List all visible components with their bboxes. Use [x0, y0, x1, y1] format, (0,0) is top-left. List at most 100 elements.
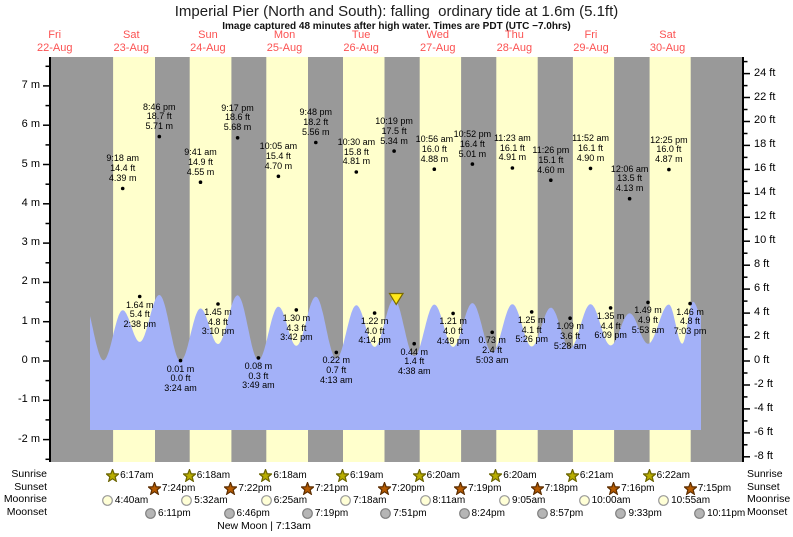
day-date-label: 26-Aug: [343, 42, 379, 54]
current-time-marker-icon: [388, 292, 405, 306]
tide-label-line: 1.25 m: [517, 314, 546, 325]
high-tide-label: 9:17 pm 18.6 ft 5.68 m: [221, 103, 254, 133]
tide-label-line: 9:41 am: [184, 147, 217, 158]
tide-label-line: 10:05 am: [259, 141, 298, 152]
moonset-time-label: 10:11pm: [707, 507, 746, 519]
moonrise-moon-icon: [419, 495, 431, 506]
high-tide-label: 11:26 pm 15.1 ft 4.60 m: [532, 146, 569, 175]
sunrise-star-icon: [182, 469, 196, 482]
left-axis-tick-label: 6 m: [21, 118, 40, 131]
left-axis-tick-label: 2 m: [21, 275, 40, 288]
tide-label-line: 1.4 ft: [404, 356, 425, 367]
moonset-icon-shape: [537, 507, 548, 519]
sunrise-marker: 6:20am: [412, 469, 460, 482]
tide-label-line: 11:23 am: [493, 133, 531, 144]
moonrise-icon-shape: [340, 495, 352, 506]
right-axis-tick-label: -2 ft: [754, 377, 773, 390]
sunrise-time-label: 6:18am: [273, 470, 307, 481]
day-date-label: 27-Aug: [419, 42, 456, 54]
tide-event-dot: [667, 167, 671, 172]
high-tide-label: 10:05 am 15.4 ft 4.70 m: [260, 142, 298, 171]
day-name-label: Fri: [48, 29, 62, 41]
day-name-label: Wed: [426, 29, 449, 41]
high-tide-label: 9:41 am 14.9 ft 4.55 m: [184, 147, 217, 177]
moonrise-icon-shape: [578, 495, 590, 506]
right-axis-tick-label: 8 ft: [754, 258, 770, 271]
moonset-moon-icon: [380, 507, 392, 519]
left-axis-tick-label: 4 m: [21, 196, 40, 209]
tide-label-line: 4.3 ft: [286, 322, 307, 333]
day-date-label: 22-Aug: [36, 42, 73, 54]
moonset-time-label: 8:57pm: [549, 507, 584, 519]
sunrise-icon-shape: [489, 469, 503, 482]
sunrise-marker: 6:18am: [182, 469, 231, 482]
moonset-marker: 7:19pm: [301, 507, 348, 520]
right-axis-tick-label: 6 ft: [754, 282, 770, 295]
tide-label-line: 4.0 ft: [364, 325, 385, 336]
sunrise-time-label: 6:19am: [349, 470, 384, 481]
tide-event-dot: [276, 174, 281, 179]
moonset-time-label: 7:51pm: [393, 507, 427, 519]
tide-label-line: 16.1 ft: [499, 142, 525, 153]
tide-event-dot: [490, 330, 495, 335]
sunrise-marker: 6:18am: [259, 469, 307, 482]
sunset-time-label: 7:21pm: [314, 482, 349, 494]
tide-label-line: 0.7 ft: [326, 365, 347, 376]
tide-event-dot: [451, 311, 455, 316]
low-tide-label: 1.45 m 4.8 ft 3:10 pm: [201, 307, 235, 337]
low-tide-label: 1.49 m 4.9 ft 5:53 am: [632, 306, 665, 335]
tide-event-dot: [588, 166, 593, 171]
moonset-moon-icon: [615, 507, 627, 519]
moonset-icon-shape: [145, 507, 156, 519]
moonrise-icon-shape: [101, 495, 113, 506]
moonrise-moon-icon: [499, 495, 510, 506]
sunrise-time-label: 6:18am: [196, 470, 231, 481]
sunset-icon-shape: [607, 481, 621, 495]
tide-label-line: 4:38 am: [397, 366, 431, 377]
right-axis-tick-label: 20 ft: [754, 114, 776, 127]
sunset-marker: 7:24pm: [147, 481, 195, 495]
tide-label-line: 4.87 m: [655, 154, 683, 164]
tide-label-line: 7:03 pm: [673, 326, 707, 337]
moonrise-time-label: 8:11am: [432, 495, 466, 506]
tide-label-line: 2:38 pm: [123, 318, 156, 329]
sunrise-star-icon: [335, 469, 349, 482]
sunset-marker: 7:15pm: [683, 481, 732, 495]
sunrise-row-label-left: Sunrise: [11, 468, 47, 480]
tide-label-line: 18.2 ft: [303, 117, 329, 128]
moonrise-icon-shape: [658, 495, 670, 506]
sunrise-time-label: 6:22am: [656, 470, 690, 481]
tide-label-line: 1.09 m: [556, 321, 584, 332]
sunrise-icon-shape: [412, 469, 426, 482]
high-tide-label: 10:30 am 15.8 ft 4.81 m: [338, 137, 376, 167]
sunset-time-label: 7:19pm: [468, 482, 502, 494]
tide-label-line: 4.1 ft: [521, 324, 542, 335]
tide-event-dot: [392, 149, 396, 153]
tide-label-line: 3:10 pm: [201, 326, 235, 337]
moonset-icon-shape: [458, 507, 470, 519]
tide-label-line: 13.5 ft: [617, 173, 643, 184]
tide-label-line: 5.68 m: [223, 122, 252, 133]
high-tide-label: 10:52 pm 16.4 ft 5.01 m: [453, 129, 492, 159]
tide-event-dot: [157, 134, 162, 139]
tide-event-dot: [314, 140, 318, 145]
moonrise-icon-shape: [499, 495, 510, 506]
tide-label-line: 0.73 m: [478, 335, 506, 346]
tide-label-line: 1.30 m: [282, 312, 311, 323]
sunrise-marker: 6:21am: [565, 469, 613, 482]
moonset-marker: 6:11pm: [144, 507, 191, 520]
moonrise-time-label: 9:05am: [512, 495, 546, 506]
day-date-label: 23-Aug: [113, 42, 150, 54]
moonrise-moon-icon: [658, 495, 670, 506]
sunset-row-label-left: Sunset: [14, 481, 47, 493]
sunset-time-label: 7:15pm: [697, 482, 732, 494]
tide-label-line: 10:52 pm: [453, 129, 492, 140]
moonrise-time-label: 6:25am: [273, 495, 308, 506]
tide-label-line: 10:56 am: [415, 134, 454, 145]
moonrise-row-label-right: Moonrise: [747, 493, 791, 505]
low-tide-label: 1.64 m 5.4 ft 2:38 pm: [123, 300, 156, 330]
moonset-icon-shape: [615, 507, 627, 519]
low-tide-label: 1.46 m 4.8 ft 7:03 pm: [673, 307, 707, 337]
moonrise-moon-icon: [340, 495, 352, 506]
right-axis-tick-label: 24 ft: [754, 66, 776, 79]
